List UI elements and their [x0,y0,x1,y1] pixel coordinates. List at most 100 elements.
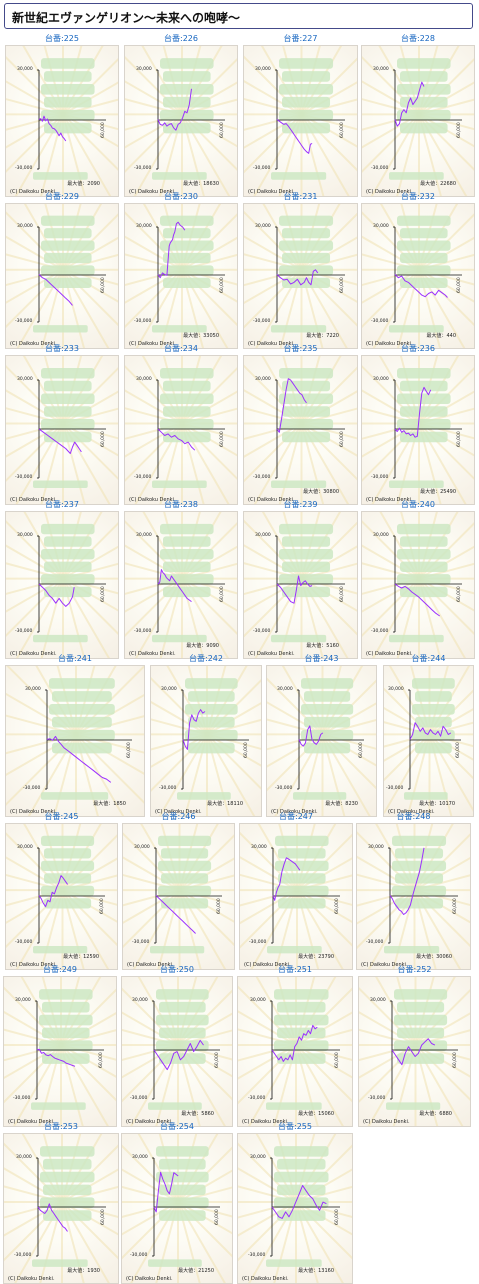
background-ray [61,1134,82,1203]
copyright-label: (C) Daikoku Denki. [388,809,435,815]
background-stack-slab [400,122,448,134]
background-stack-slab [156,1171,209,1183]
y-tick-label-top: 30,000 [15,998,31,1003]
y-tick-label-bottom: -30,000 [134,629,152,634]
background-stack-slab [163,431,211,443]
background-ray [125,407,183,425]
background-ray [282,356,303,424]
background-stack-slab [41,393,95,404]
background-tray [33,946,88,954]
background-stack-slab [163,228,211,239]
copyright-label: (C) Daikoku Denki. [271,809,318,815]
copyright-label: (C) Daikoku Denki. [244,962,291,968]
background-stack-slab [42,1001,90,1013]
background-ray [322,719,376,736]
copyright-label: (C) Daikoku Denki. [366,651,413,657]
x-axis-end-label: 60,000 [335,898,340,914]
chart-panel: 30,000 -30,000 60,000 最大値：5860 (C) Daikoku D… [121,976,233,1127]
background-stack-slab [160,58,214,69]
y-tick-label-top: 30,000 [373,224,389,229]
x-axis-end-label: 60,000 [215,1209,220,1225]
x-axis-end-label: 60,000 [101,1209,106,1225]
chart-panel: 30,000 -30,000 60,000 最大値：33050 (C) Daikoku … [124,203,238,349]
chart-svg [384,666,473,816]
y-tick-label-top: 30,000 [250,998,266,1003]
chart-svg [125,512,237,658]
chart-panel: 30,000 -30,000 60,000 最大値：8230 (C) Daikoku D… [266,665,377,817]
background-stack-slab [41,58,95,69]
background-stack-slab [277,1027,326,1039]
background-stack-slab [40,1146,95,1157]
background-tray [386,1102,441,1110]
y-tick-label-bottom: -30,000 [253,475,271,480]
y-tick-label-bottom: -30,000 [371,319,389,324]
copyright-label: (C) Daikoku Denki. [126,1276,173,1282]
background-stack-slab [279,523,334,535]
background-stack-slab [52,742,112,754]
x-axis-end-label: 60,000 [101,277,106,293]
background-stack-slab [44,380,92,392]
y-tick-label-bottom: -30,000 [134,475,152,480]
data-series-line [46,735,112,783]
background-tray [389,634,444,643]
chart-panel: 30,000 -30,000 60,000 最大値：1930 (C) Daikoku D… [3,1133,119,1284]
background-stack-slab [39,1014,93,1026]
machine-number-label: 台番:248 [396,812,431,821]
background-ray [62,98,118,116]
data-series-line [276,575,313,604]
data-series-line [394,386,432,438]
background-stack-slab [44,561,92,572]
background-stack-slab [274,1040,329,1051]
background-ray [276,977,297,1046]
chart-panel: 30,000 -30,000 60,000 最大値：18110 (C) Daikoku … [150,665,262,817]
background-stack-slab [301,678,354,689]
background-ray [296,824,316,891]
data-series-line [38,875,69,908]
background-ray [40,269,64,348]
machine-number-label: 台番:242 [189,654,223,663]
background-stack-slab [161,873,209,884]
machine-number-label: 台番:225 [45,34,79,43]
y-tick-label-bottom: -30,000 [130,1096,148,1101]
y-tick-label-bottom: -30,000 [159,786,177,791]
background-stack-slab [160,240,214,251]
chart-svg [123,824,234,969]
background-stack-slab [279,574,334,585]
chart-panel: 30,000 -30,000 60,000 (C) Daikoku Denki. [243,45,358,197]
background-stack-slab [156,1146,209,1157]
background-ray [400,204,420,270]
chart-panel: 30,000 -30,000 60,000 最大値：22680 (C) Daikoku … [361,45,475,197]
y-tick-label-bottom: -30,000 [248,1096,266,1101]
background-tray [389,480,444,488]
background-stack-slab [397,84,451,95]
data-series-line [155,895,196,934]
machine-number-label: 台番:249 [43,965,77,974]
background-stack-slab [44,406,92,417]
background-stack-slab [400,536,448,547]
background-stack-slab [42,1027,90,1039]
chart-svg [4,977,116,1126]
background-ray [296,874,352,892]
background-stack-slab [160,368,214,379]
background-ray [238,1185,297,1203]
copyright-label: (C) Daikoku Denki. [10,651,57,657]
background-stack-slab [392,860,447,872]
copyright-label: (C) Daikoku Denki. [10,189,57,195]
background-tray [404,792,448,800]
max-value-label: 最大値：10170 [419,800,455,807]
background-stack-slab [282,96,331,108]
background-stack-slab [282,431,331,443]
background-ray [122,1185,179,1203]
y-tick-label-top: 30,000 [16,1155,32,1160]
background-ray [295,977,316,1046]
data-series-line [157,569,192,603]
background-stack-slab [41,419,95,430]
background-stack-slab [400,277,448,288]
chart-panel: 30,000 -30,000 60,000 (C) Daikoku Denki. [3,976,117,1127]
background-tray [148,1259,202,1267]
chart-svg [122,977,232,1126]
background-stack-slab [279,393,334,404]
background-stack-slab [44,431,92,443]
copyright-label: (C) Daikoku Denki. [248,651,295,657]
data-series-line [394,274,448,298]
